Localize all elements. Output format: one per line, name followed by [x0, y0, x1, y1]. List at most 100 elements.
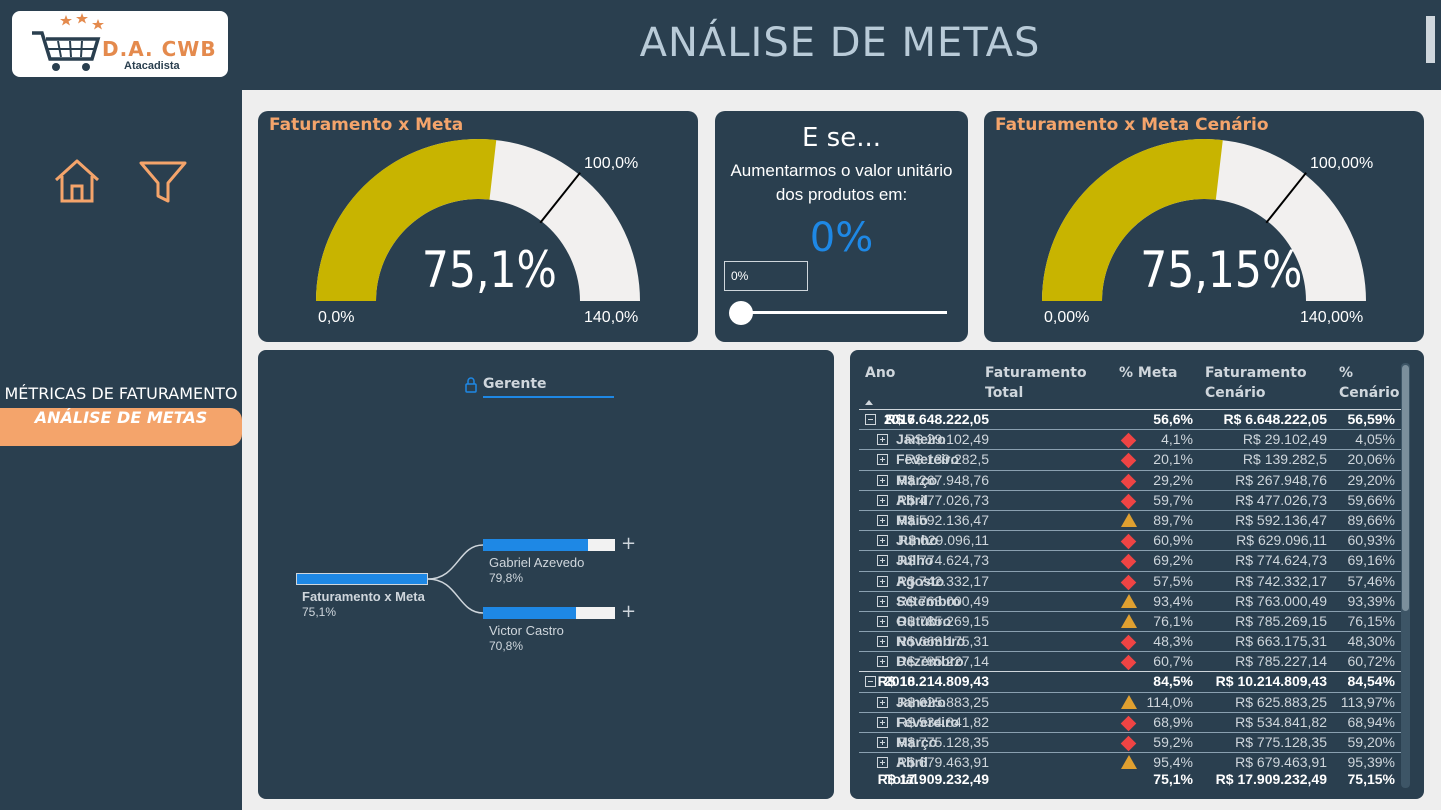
- sort-asc-icon[interactable]: [865, 400, 873, 405]
- home-icon[interactable]: [52, 156, 102, 206]
- whatif-slider-track[interactable]: [741, 311, 947, 314]
- table-row[interactable]: Fevereiro R$ 534.841,82 68,9% R$ 534.841,82…: [859, 711, 1401, 732]
- expand-icon[interactable]: [877, 494, 888, 506]
- tree-level-header[interactable]: Gerente: [483, 376, 547, 392]
- cell-faturamento: R$ 742.332,17: [897, 572, 989, 589]
- cell-ano[interactable]: Fevereiro: [877, 714, 959, 730]
- expand-icon[interactable]: [877, 737, 888, 748]
- expand-icon[interactable]: [877, 696, 888, 708]
- table-row[interactable]: Outubro R$ 785.269,15 76,1% R$ 785.269,15 76…: [859, 610, 1401, 631]
- table-row[interactable]: Janeiro R$ 29.102,49 4,1% R$ 29.102,49 4,05%: [859, 429, 1401, 449]
- tree-child-bar[interactable]: [483, 607, 577, 619]
- expand-icon[interactable]: [877, 454, 888, 466]
- filter-icon[interactable]: [138, 156, 188, 206]
- table-row[interactable]: Abril R$ 477.026,73 59,7% R$ 477.026,73 59,6…: [859, 489, 1401, 510]
- expand-icon[interactable]: [877, 615, 888, 627]
- cell-ano[interactable]: Março: [877, 734, 937, 750]
- cell-meta: 95,4%: [1153, 754, 1193, 771]
- cell-ano-label: Outubro: [896, 612, 952, 629]
- table-row[interactable]: Junho R$ 629.096,11 60,9% R$ 629.096,11 60,9…: [859, 530, 1401, 550]
- expand-icon[interactable]: [877, 716, 888, 728]
- cell-ano[interactable]: Junho: [877, 532, 938, 548]
- gauge-title: Faturamento x Meta Cenário: [995, 115, 1269, 135]
- table-row[interactable]: Fevereiro R$ 139.282,5 20,1% R$ 139.282,5 20…: [859, 449, 1401, 469]
- tree-child-pct: 70,8%: [489, 639, 524, 653]
- table-row[interactable]: Setembro R$ 763.000,49 93,4% R$ 763.000,49 9…: [859, 590, 1401, 611]
- col-header-line: %: [1339, 365, 1354, 381]
- table-row[interactable]: Maio R$ 592.136,47 89,7% R$ 592.136,47 89,66…: [859, 509, 1401, 530]
- table-row[interactable]: Abril R$ 679.463,91 95,4% R$ 679.463,91 95,3…: [859, 752, 1401, 772]
- table-row[interactable]: Novembro R$ 663.175,31 48,3% R$ 663.175,31 4…: [859, 631, 1401, 651]
- cell-ano[interactable]: Fevereiro: [877, 451, 959, 467]
- col-header-ano[interactable]: Ano: [865, 365, 896, 381]
- cell-status: [1120, 533, 1137, 550]
- status-triangle-icon: [1121, 613, 1137, 628]
- cell-ano[interactable]: Agosto: [877, 573, 944, 589]
- gauge-target-label: 100,0%: [584, 155, 639, 172]
- tree-child-bar[interactable]: [483, 539, 589, 551]
- cell-ano[interactable]: 2018: [865, 673, 915, 689]
- table-row[interactable]: Agosto R$ 742.332,17 57,5% R$ 742.332,17 57,…: [859, 570, 1401, 591]
- cell-faturamento: R$ 10.214.809,43: [877, 673, 989, 690]
- col-header-faturamento-cenario[interactable]: Faturamento Cenário: [1205, 363, 1307, 403]
- cell-pct-cenario: 59,66%: [1347, 491, 1395, 508]
- expand-icon[interactable]: [877, 595, 888, 607]
- expand-plus-icon[interactable]: +: [621, 601, 637, 622]
- cell-ano[interactable]: Dezembro: [877, 653, 964, 669]
- whatif-slider-thumb[interactable]: [729, 301, 753, 325]
- cell-cenario: R$ 625.883,25: [1235, 693, 1327, 710]
- cell-ano[interactable]: Outubro: [877, 613, 951, 629]
- cell-ano[interactable]: Janeiro: [877, 431, 946, 447]
- expand-plus-icon[interactable]: +: [621, 533, 637, 554]
- cell-pct-cenario: 95,39%: [1347, 754, 1395, 771]
- expand-icon[interactable]: [877, 757, 888, 769]
- table-row[interactable]: Março R$ 267.948,76 29,2% R$ 267.948,76 29,2…: [859, 469, 1401, 490]
- expand-icon[interactable]: [877, 514, 888, 526]
- cell-status: [1120, 654, 1137, 671]
- table-row-year[interactable]: 2018 R$ 10.214.809,43 84,5% R$ 10.214.809,4…: [859, 671, 1401, 691]
- cell-faturamento: R$ 477.026,73: [897, 491, 989, 508]
- expand-icon[interactable]: [877, 474, 888, 486]
- cell-ano[interactable]: Julho: [877, 552, 933, 568]
- cell-status: [1121, 512, 1137, 530]
- cell-ano[interactable]: Maio: [877, 512, 928, 528]
- status-diamond-icon: [1120, 473, 1137, 489]
- cell-ano[interactable]: Janeiro: [877, 694, 946, 710]
- collapse-icon[interactable]: [865, 676, 876, 688]
- cell-ano[interactable]: Abril: [877, 754, 928, 770]
- cell-faturamento: R$ 663.175,31: [897, 633, 989, 650]
- sidebar-item-metricas[interactable]: MÉTRICAS DE FATURAMENTO: [4, 384, 238, 403]
- col-header-faturamento-total[interactable]: Faturamento Total: [985, 363, 1087, 403]
- expand-icon[interactable]: [877, 555, 888, 567]
- cell-meta: 68,9%: [1153, 713, 1193, 730]
- cell-pct-cenario: 84,54%: [1347, 673, 1395, 690]
- collapse-icon[interactable]: [865, 414, 876, 425]
- expand-icon[interactable]: [877, 575, 888, 587]
- table-scrollbar[interactable]: [1401, 363, 1410, 788]
- table-row[interactable]: Janeiro R$ 625.883,25 114,0% R$ 625.883,25 1…: [859, 691, 1401, 712]
- cart-icon: [32, 13, 104, 71]
- cell-status: [1121, 755, 1137, 772]
- table-row[interactable]: Dezembro R$ 785.227,14 60,7% R$ 785.227,14 6…: [859, 651, 1401, 671]
- expand-icon[interactable]: [877, 636, 888, 648]
- expand-icon[interactable]: [877, 434, 888, 446]
- expand-icon[interactable]: [877, 656, 888, 668]
- cell-pct-cenario: 113,97%: [1340, 693, 1395, 710]
- col-header-meta[interactable]: % Meta: [1119, 365, 1178, 381]
- cell-ano[interactable]: Novembro: [877, 633, 965, 649]
- cell-ano[interactable]: Março: [877, 472, 937, 488]
- table-row-year[interactable]: 2017 R$ 6.648.222,05 56,6% R$ 6.648.222,05 5…: [859, 409, 1401, 429]
- cell-ano[interactable]: Setembro: [877, 593, 961, 609]
- sidebar-item-analise-active[interactable]: ANÁLISE DE METAS: [0, 408, 242, 446]
- table-row[interactable]: Março R$ 775.128,35 59,2% R$ 775.128,35 59,2…: [859, 732, 1401, 752]
- cell-ano[interactable]: Abril: [877, 492, 928, 508]
- cell-status: [1120, 432, 1137, 449]
- table-row[interactable]: Julho R$ 774.624,73 69,2% R$ 774.624,73 69,1…: [859, 550, 1401, 570]
- whatif-input[interactable]: 0%: [724, 261, 808, 291]
- gauge-chart: [316, 139, 640, 301]
- expand-icon[interactable]: [877, 535, 888, 547]
- col-header-pct-cenario[interactable]: % Cenário: [1339, 363, 1400, 403]
- cell-ano[interactable]: 2017: [865, 411, 915, 427]
- tree-root-bar[interactable]: [296, 573, 428, 585]
- table-scroll-thumb[interactable]: [1402, 365, 1409, 611]
